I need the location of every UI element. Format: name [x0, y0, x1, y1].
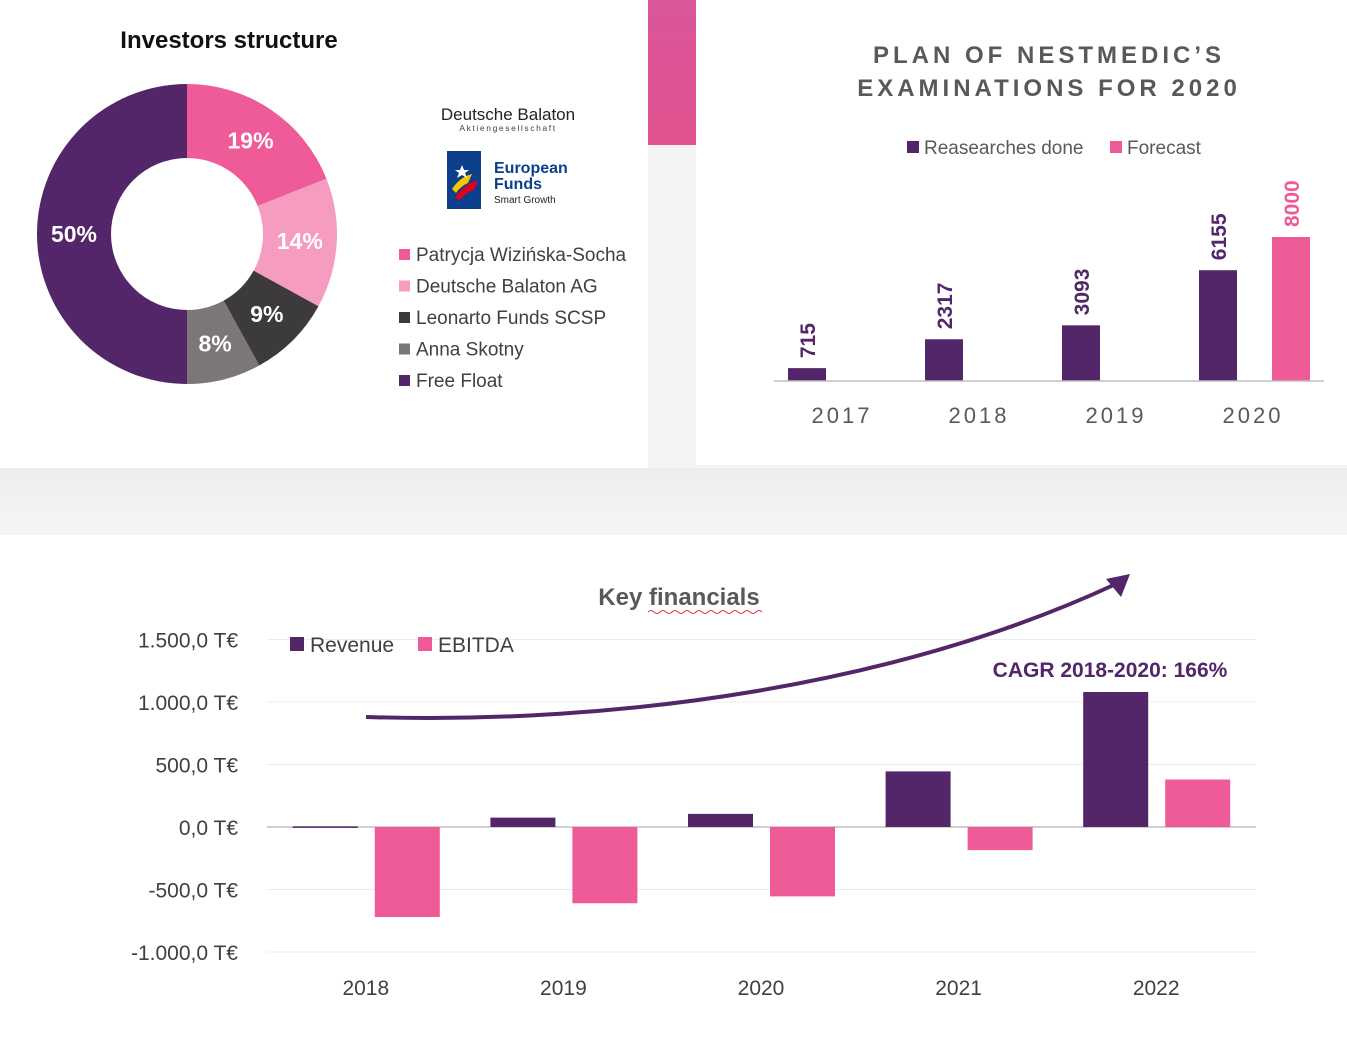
growth-arrow-head-icon — [1106, 574, 1130, 597]
y-tick-label: 1.500,0 T€ — [138, 630, 238, 653]
legend-swatch-ebitda — [418, 637, 432, 651]
legend-label-revenue: Revenue — [310, 634, 394, 657]
exam-bar-reasearches-done-2017 — [788, 368, 826, 381]
exam-x-tick-2017: 2017 — [812, 403, 873, 428]
deutsche-balaton-logo-subtext: Aktiengesellschaft — [459, 123, 556, 133]
legend-label-reasearches-done: Reasearches done — [924, 138, 1084, 159]
financials-panel: Key financials 1.500,0 T€ 1.000,0 T€ 500,0… — [0, 535, 1347, 1055]
eu-logo-line3: Smart Growth — [494, 195, 556, 206]
accent-bar — [648, 0, 696, 145]
investors-legend: Patrycja Wizińska-Socha Deutsche Balaton … — [399, 245, 627, 392]
examinations-legend: Reasearches done Forecast — [907, 138, 1202, 159]
legend-label-forecast: Forecast — [1127, 138, 1202, 159]
eu-logo-line2: Funds — [494, 176, 542, 193]
y-tick-label: 500,0 T€ — [155, 755, 238, 778]
investors-panel: Investors structure 19% 14% 9% 8% 50% Deutsc… — [0, 0, 648, 468]
donut-value-label: 9% — [250, 301, 283, 327]
examinations-bar-chart: PLAN OF NESTMEDIC’S EXAMINATIONS FOR 202… — [774, 42, 1324, 428]
financials-legend: Revenue EBITDA — [290, 634, 514, 657]
donut-value-label: 14% — [277, 228, 323, 254]
exam-data-label: 8000 — [1281, 180, 1304, 227]
legend-label-leonarto-funds-scsp: Leonarto Funds SCSP — [416, 308, 606, 329]
legend-swatch-patrycja-wizi-ska-socha — [399, 249, 410, 260]
fin-bar-revenue-2019 — [490, 817, 556, 827]
cagr-annotation: CAGR 2018-2020: 166% — [993, 659, 1228, 682]
investors-chart-title: Investors structure — [120, 27, 337, 54]
legend-swatch-forecast — [1110, 141, 1122, 153]
legend-swatch-deutsche-balaton-ag — [399, 280, 410, 292]
exam-data-label: 715 — [797, 323, 820, 358]
eu-logo-line1: European — [494, 160, 568, 177]
fin-bar-revenue-2022 — [1083, 692, 1149, 827]
y-tick-label: 1.000,0 T€ — [138, 692, 238, 715]
x-tick-2019: 2019 — [540, 977, 587, 1000]
exam-data-label: 3093 — [1071, 269, 1094, 316]
exam-data-label: 2317 — [934, 283, 957, 330]
legend-label-free-float: Free Float — [416, 371, 503, 392]
x-tick-2020: 2020 — [738, 977, 785, 1000]
x-tick-2018: 2018 — [342, 977, 389, 1000]
investors-donut-chart: Investors structure 19% 14% 9% 8% 50% Deutsc… — [37, 27, 627, 392]
exam-bar-reasearches-done-2020 — [1199, 270, 1237, 381]
donut-slice-patrycja-wizi-ska-socha — [187, 84, 327, 207]
examinations-panel: PLAN OF NESTMEDIC’S EXAMINATIONS FOR 202… — [696, 0, 1347, 465]
exam-x-tick-2018: 2018 — [949, 403, 1010, 428]
legend-swatch-leonarto-funds-scsp — [399, 312, 410, 323]
fin-bar-ebitda-2019 — [572, 827, 638, 904]
fin-bar-revenue-2020 — [688, 813, 753, 827]
exam-data-label: 6155 — [1208, 213, 1231, 260]
y-tick-label: 0,0 T€ — [179, 817, 238, 840]
legend-label-deutsche-balaton-ag: Deutsche Balaton AG — [416, 277, 598, 298]
legend-swatch-reasearches-done — [907, 141, 919, 153]
fin-bar-revenue-2018 — [292, 826, 358, 828]
fin-bar-revenue-2021 — [885, 771, 951, 827]
legend-swatch-revenue — [290, 637, 304, 651]
exam-x-tick-2019: 2019 — [1086, 403, 1147, 428]
fin-bar-ebitda-2022 — [1165, 779, 1231, 827]
examinations-title-line2: EXAMINATIONS FOR 2020 — [857, 75, 1241, 102]
spellcheck-underline — [647, 610, 763, 614]
legend-label-anna-skotny: Anna Skotny — [416, 340, 524, 361]
european-funds-logo: European Funds Smart Growth — [447, 151, 568, 209]
examinations-title-line1: PLAN OF NESTMEDIC’S — [873, 42, 1225, 69]
financials-chart-title: Key financials — [598, 584, 759, 611]
fin-bar-ebitda-2020 — [770, 827, 835, 897]
donut-slice-leonarto-funds-scsp — [223, 270, 319, 366]
x-tick-2021: 2021 — [935, 977, 982, 1000]
panel-divider — [0, 468, 1347, 535]
y-tick-label: -500,0 T€ — [148, 880, 238, 903]
donut-slice-free-float — [37, 84, 187, 384]
donut-value-label: 8% — [198, 330, 231, 356]
fin-bar-ebitda-2018 — [374, 827, 440, 917]
legend-swatch-free-float — [399, 375, 410, 386]
legend-label-patrycja-wizi-ska-socha: Patrycja Wizińska-Socha — [416, 245, 627, 266]
legend-swatch-anna-skotny — [399, 343, 410, 355]
growth-trend-arrow — [365, 581, 1119, 720]
donut-slice-deutsche-balaton-ag — [253, 178, 337, 307]
x-tick-2022: 2022 — [1133, 977, 1180, 1000]
exam-x-tick-2020: 2020 — [1223, 403, 1284, 428]
deutsche-balaton-logo-text: Deutsche Balaton — [441, 105, 575, 124]
donut-slice-anna-skotny — [187, 300, 260, 384]
exam-bar-reasearches-done-2018 — [925, 339, 963, 381]
deutsche-balaton-logo: Deutsche Balaton Aktiengesellschaft — [441, 105, 575, 133]
exam-bar-forecast-2020 — [1272, 237, 1310, 381]
fin-bar-ebitda-2021 — [967, 827, 1033, 851]
y-tick-label: -1.000,0 T€ — [131, 942, 238, 965]
financials-bar-chart: Key financials 1.500,0 T€ 1.000,0 T€ 500,0… — [131, 574, 1256, 1000]
donut-value-label: 50% — [51, 221, 97, 247]
legend-label-ebitda: EBITDA — [438, 634, 514, 657]
donut-value-label: 19% — [227, 128, 273, 154]
exam-bar-reasearches-done-2019 — [1062, 325, 1100, 381]
